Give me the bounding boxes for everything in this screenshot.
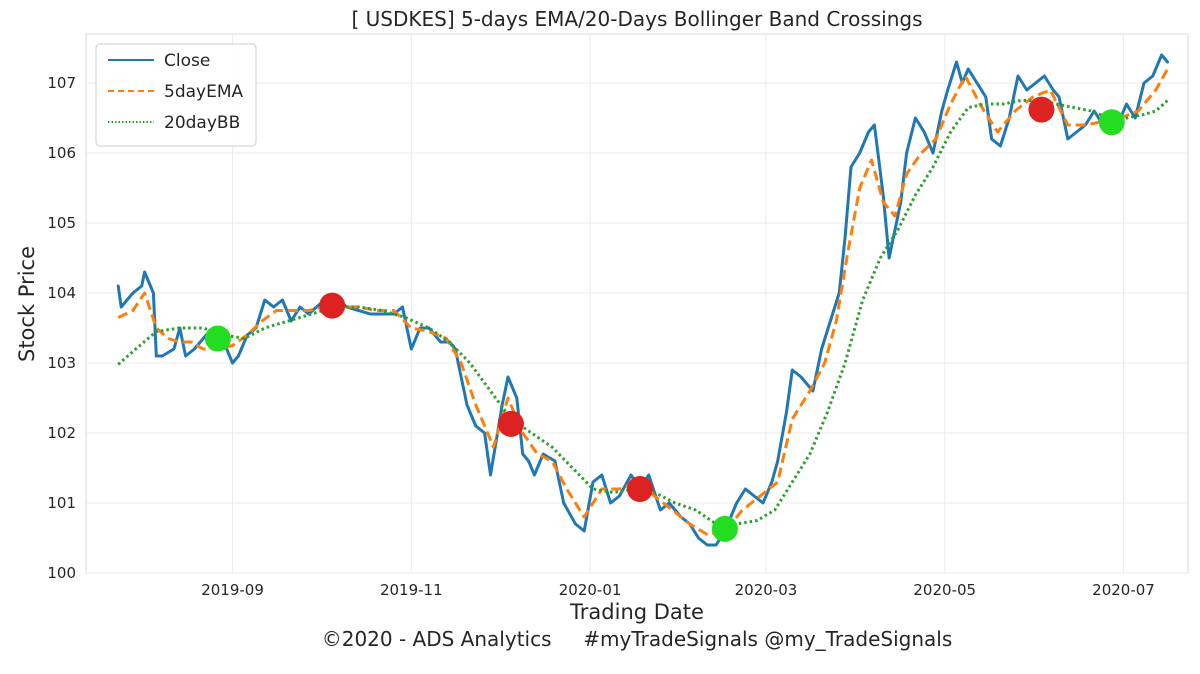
x-tick-label: 2020-05 <box>913 581 976 599</box>
legend: Close 5dayEMA 20dayBB <box>95 43 257 147</box>
x-tick-label: 2020-03 <box>735 581 798 599</box>
footer-credit: ©2020 - ADS Analytics #myTradeSignals @m… <box>322 627 953 651</box>
plot-layer <box>116 53 1169 547</box>
marker-layer <box>204 96 1125 542</box>
y-tick-label: 102 <box>47 424 76 442</box>
y-tick-label: 103 <box>47 354 76 372</box>
series-line-20daybb <box>117 99 1169 526</box>
x-tick-label: 2020-07 <box>1092 581 1155 599</box>
y-tick-label: 106 <box>47 144 76 162</box>
crossing-marker <box>319 292 346 319</box>
axis-layer: 100 101 102 103 104 105 106 107 2019-09 2019-11 20… <box>47 74 1155 599</box>
y-tick-label: 104 <box>47 284 76 302</box>
crossing-marker <box>626 476 653 502</box>
crossing-marker <box>497 410 524 437</box>
series-line-5dayema <box>117 68 1169 536</box>
crossing-marker <box>711 515 738 542</box>
y-tick-label: 100 <box>47 564 76 582</box>
chart-title: [ USDKES] 5-days EMA/20-Days Bollinger B… <box>351 7 922 31</box>
legend-label: Close <box>164 51 210 71</box>
y-tick-label: 101 <box>47 494 76 512</box>
series-line-close <box>116 53 1169 547</box>
crossing-marker <box>204 325 231 352</box>
x-axis-label: Trading Date <box>569 600 704 624</box>
legend-box <box>95 43 257 147</box>
legend-label: 20dayBB <box>164 113 240 133</box>
x-tick-label: 2019-11 <box>380 581 443 599</box>
x-tick-label: 2020-01 <box>559 581 622 599</box>
x-tick-label: 2019-09 <box>201 581 264 599</box>
crossing-marker <box>1098 109 1125 136</box>
y-tick-label: 107 <box>47 74 76 92</box>
y-axis-label: Stock Price <box>15 246 39 362</box>
legend-label: 5dayEMA <box>164 82 243 102</box>
y-tick-label: 105 <box>47 214 76 232</box>
crossing-marker <box>1028 96 1055 123</box>
